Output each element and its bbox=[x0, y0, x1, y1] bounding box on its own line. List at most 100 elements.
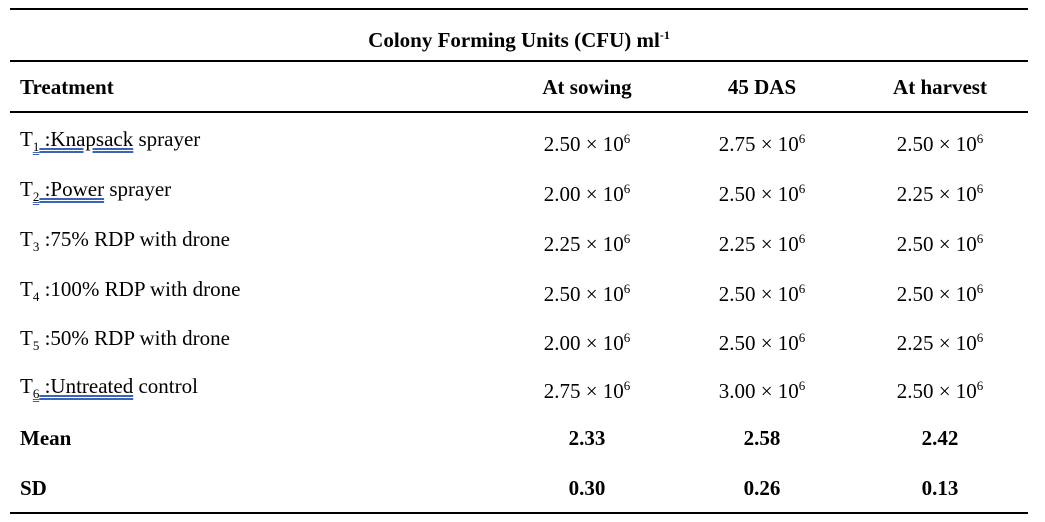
cfu-value-cell: 3.00 × 106 bbox=[672, 366, 852, 411]
treatment-cell: T2 :Power sprayer bbox=[20, 169, 171, 217]
treatment-cell: T3 :75% RDP with drone bbox=[20, 219, 230, 267]
cfu-mantissa: 2.50 × 10 bbox=[718, 331, 799, 355]
treatment-separator: : bbox=[39, 374, 51, 398]
header-45-das: 45 DAS bbox=[727, 75, 797, 99]
title-superscript: -1 bbox=[659, 28, 670, 42]
header-row: Treatment At sowing 45 DAS At harvest bbox=[10, 67, 1028, 107]
treatment-subscript: 1 bbox=[32, 139, 40, 154]
cfu-exponent: 6 bbox=[798, 330, 806, 345]
treatment-cell: T4 :100% RDP with drone bbox=[20, 269, 240, 317]
cfu-exponent: 6 bbox=[976, 131, 984, 146]
summary-value: 0.13 bbox=[921, 476, 959, 500]
cfu-exponent: 6 bbox=[623, 181, 631, 196]
cfu-exponent: 6 bbox=[976, 281, 984, 296]
cfu-mantissa: 2.50 × 10 bbox=[896, 132, 977, 156]
treatment-subscript: 6 bbox=[32, 386, 40, 401]
cfu-mantissa: 2.50 × 10 bbox=[896, 232, 977, 256]
cfu-exponent: 6 bbox=[623, 378, 631, 393]
cfu-value-cell: 2.25 × 106 bbox=[850, 318, 1030, 363]
header-at-harvest: At harvest bbox=[893, 75, 987, 99]
cfu-exponent: 6 bbox=[623, 131, 631, 146]
treatment-cell: T1 :Knapsack sprayer bbox=[20, 119, 200, 167]
title-rule bbox=[10, 60, 1028, 62]
treatment-name-underlined: Power bbox=[50, 177, 105, 201]
treatment-separator: : bbox=[39, 177, 51, 201]
cfu-exponent: 6 bbox=[798, 131, 806, 146]
cfu-exponent: 6 bbox=[976, 378, 984, 393]
treatment-name-underlined: Knapsack bbox=[50, 127, 134, 151]
cfu-mantissa: 2.25 × 10 bbox=[543, 232, 624, 256]
cfu-mantissa: 2.00 × 10 bbox=[543, 182, 624, 206]
summary-label: SD bbox=[20, 476, 47, 500]
cfu-value-cell: 2.25 × 106 bbox=[850, 169, 1030, 214]
cfu-value-cell: 2.50 × 106 bbox=[497, 119, 677, 164]
cfu-mantissa: 2.50 × 10 bbox=[896, 282, 977, 306]
top-rule bbox=[10, 8, 1028, 10]
treatment-subscript: 2 bbox=[32, 189, 40, 204]
cfu-value-cell: 2.50 × 106 bbox=[850, 119, 1030, 164]
cfu-value-cell: 2.00 × 106 bbox=[497, 169, 677, 214]
cfu-mantissa: 2.25 × 10 bbox=[896, 331, 977, 355]
cfu-value-cell: 2.00 × 106 bbox=[497, 318, 677, 363]
cfu-mantissa: 2.50 × 10 bbox=[543, 282, 624, 306]
treatment-cell: T6 :Untreated control bbox=[20, 366, 198, 414]
cfu-mantissa: 2.50 × 10 bbox=[896, 379, 977, 403]
treatment-name: control bbox=[133, 374, 198, 398]
treatment-code: T bbox=[20, 374, 33, 398]
cfu-exponent: 6 bbox=[976, 181, 984, 196]
cfu-value-cell: 2.50 × 106 bbox=[850, 269, 1030, 314]
cfu-mantissa: 2.25 × 10 bbox=[718, 232, 799, 256]
header-at-sowing: At sowing bbox=[542, 75, 632, 99]
cfu-value-cell: 2.50 × 106 bbox=[672, 318, 852, 363]
cfu-value-cell: 2.50 × 106 bbox=[850, 366, 1030, 411]
cfu-mantissa: 2.75 × 10 bbox=[718, 132, 799, 156]
table-row: T3 :75% RDP with drone 2.25 × 106 2.25 × 1… bbox=[10, 219, 1028, 259]
treatment-name: 100% RDP with drone bbox=[50, 277, 241, 301]
treatment-name-underlined: Untreated bbox=[50, 374, 134, 398]
summary-value: 2.58 bbox=[743, 426, 781, 450]
cfu-value-cell: 2.25 × 106 bbox=[497, 219, 677, 264]
header-treatment: Treatment bbox=[20, 75, 114, 99]
cfu-value-cell: 2.50 × 106 bbox=[497, 269, 677, 314]
treatment-name: sprayer bbox=[133, 127, 201, 151]
treatment-subscript: 4 bbox=[32, 289, 40, 304]
cfu-mantissa: 3.00 × 10 bbox=[718, 379, 799, 403]
table-title: Colony Forming Units (CFU) ml-1 bbox=[10, 20, 1028, 55]
cfu-value-cell: 2.75 × 106 bbox=[672, 119, 852, 164]
treatment-name: sprayer bbox=[104, 177, 172, 201]
treatment-code: T bbox=[20, 277, 33, 301]
cfu-exponent: 6 bbox=[623, 330, 631, 345]
treatment-separator: : bbox=[39, 127, 51, 151]
summary-label: Mean bbox=[20, 426, 72, 450]
summary-value: 2.33 bbox=[568, 426, 606, 450]
table-row: T6 :Untreated control 2.75 × 106 3.00 × 10… bbox=[10, 366, 1028, 406]
summary-value: 2.42 bbox=[921, 426, 959, 450]
cfu-exponent: 6 bbox=[798, 281, 806, 296]
header-rule bbox=[10, 111, 1028, 113]
cfu-value-cell: 2.25 × 106 bbox=[672, 219, 852, 264]
cfu-exponent: 6 bbox=[798, 378, 806, 393]
treatment-name: 50% RDP with drone bbox=[50, 326, 230, 350]
treatment-subscript: 5 bbox=[32, 338, 40, 353]
cfu-mantissa: 2.75 × 10 bbox=[543, 379, 624, 403]
treatment-separator: : bbox=[39, 277, 51, 301]
treatment-code: T bbox=[20, 227, 33, 251]
cfu-mantissa: 2.50 × 10 bbox=[718, 182, 799, 206]
cfu-mantissa: 2.25 × 10 bbox=[896, 182, 977, 206]
treatment-code: T bbox=[20, 326, 33, 350]
table-row: T4 :100% RDP with drone 2.50 × 106 2.50 × … bbox=[10, 269, 1028, 309]
summary-value: 0.30 bbox=[568, 476, 606, 500]
treatment-cell: T5 :50% RDP with drone bbox=[20, 318, 230, 366]
treatment-separator: : bbox=[39, 227, 51, 251]
treatment-subscript: 3 bbox=[32, 239, 40, 254]
cfu-mantissa: 2.50 × 10 bbox=[543, 132, 624, 156]
summary-row: SD 0.30 0.26 0.13 bbox=[10, 468, 1028, 508]
cfu-exponent: 6 bbox=[976, 330, 984, 345]
cfu-value-cell: 2.50 × 106 bbox=[672, 269, 852, 314]
cfu-exponent: 6 bbox=[798, 181, 806, 196]
table-row: T5 :50% RDP with drone 2.00 × 106 2.50 × 1… bbox=[10, 318, 1028, 358]
cfu-value-cell: 2.75 × 106 bbox=[497, 366, 677, 411]
treatment-code: T bbox=[20, 127, 33, 151]
cfu-exponent: 6 bbox=[798, 231, 806, 246]
cfu-exponent: 6 bbox=[623, 231, 631, 246]
